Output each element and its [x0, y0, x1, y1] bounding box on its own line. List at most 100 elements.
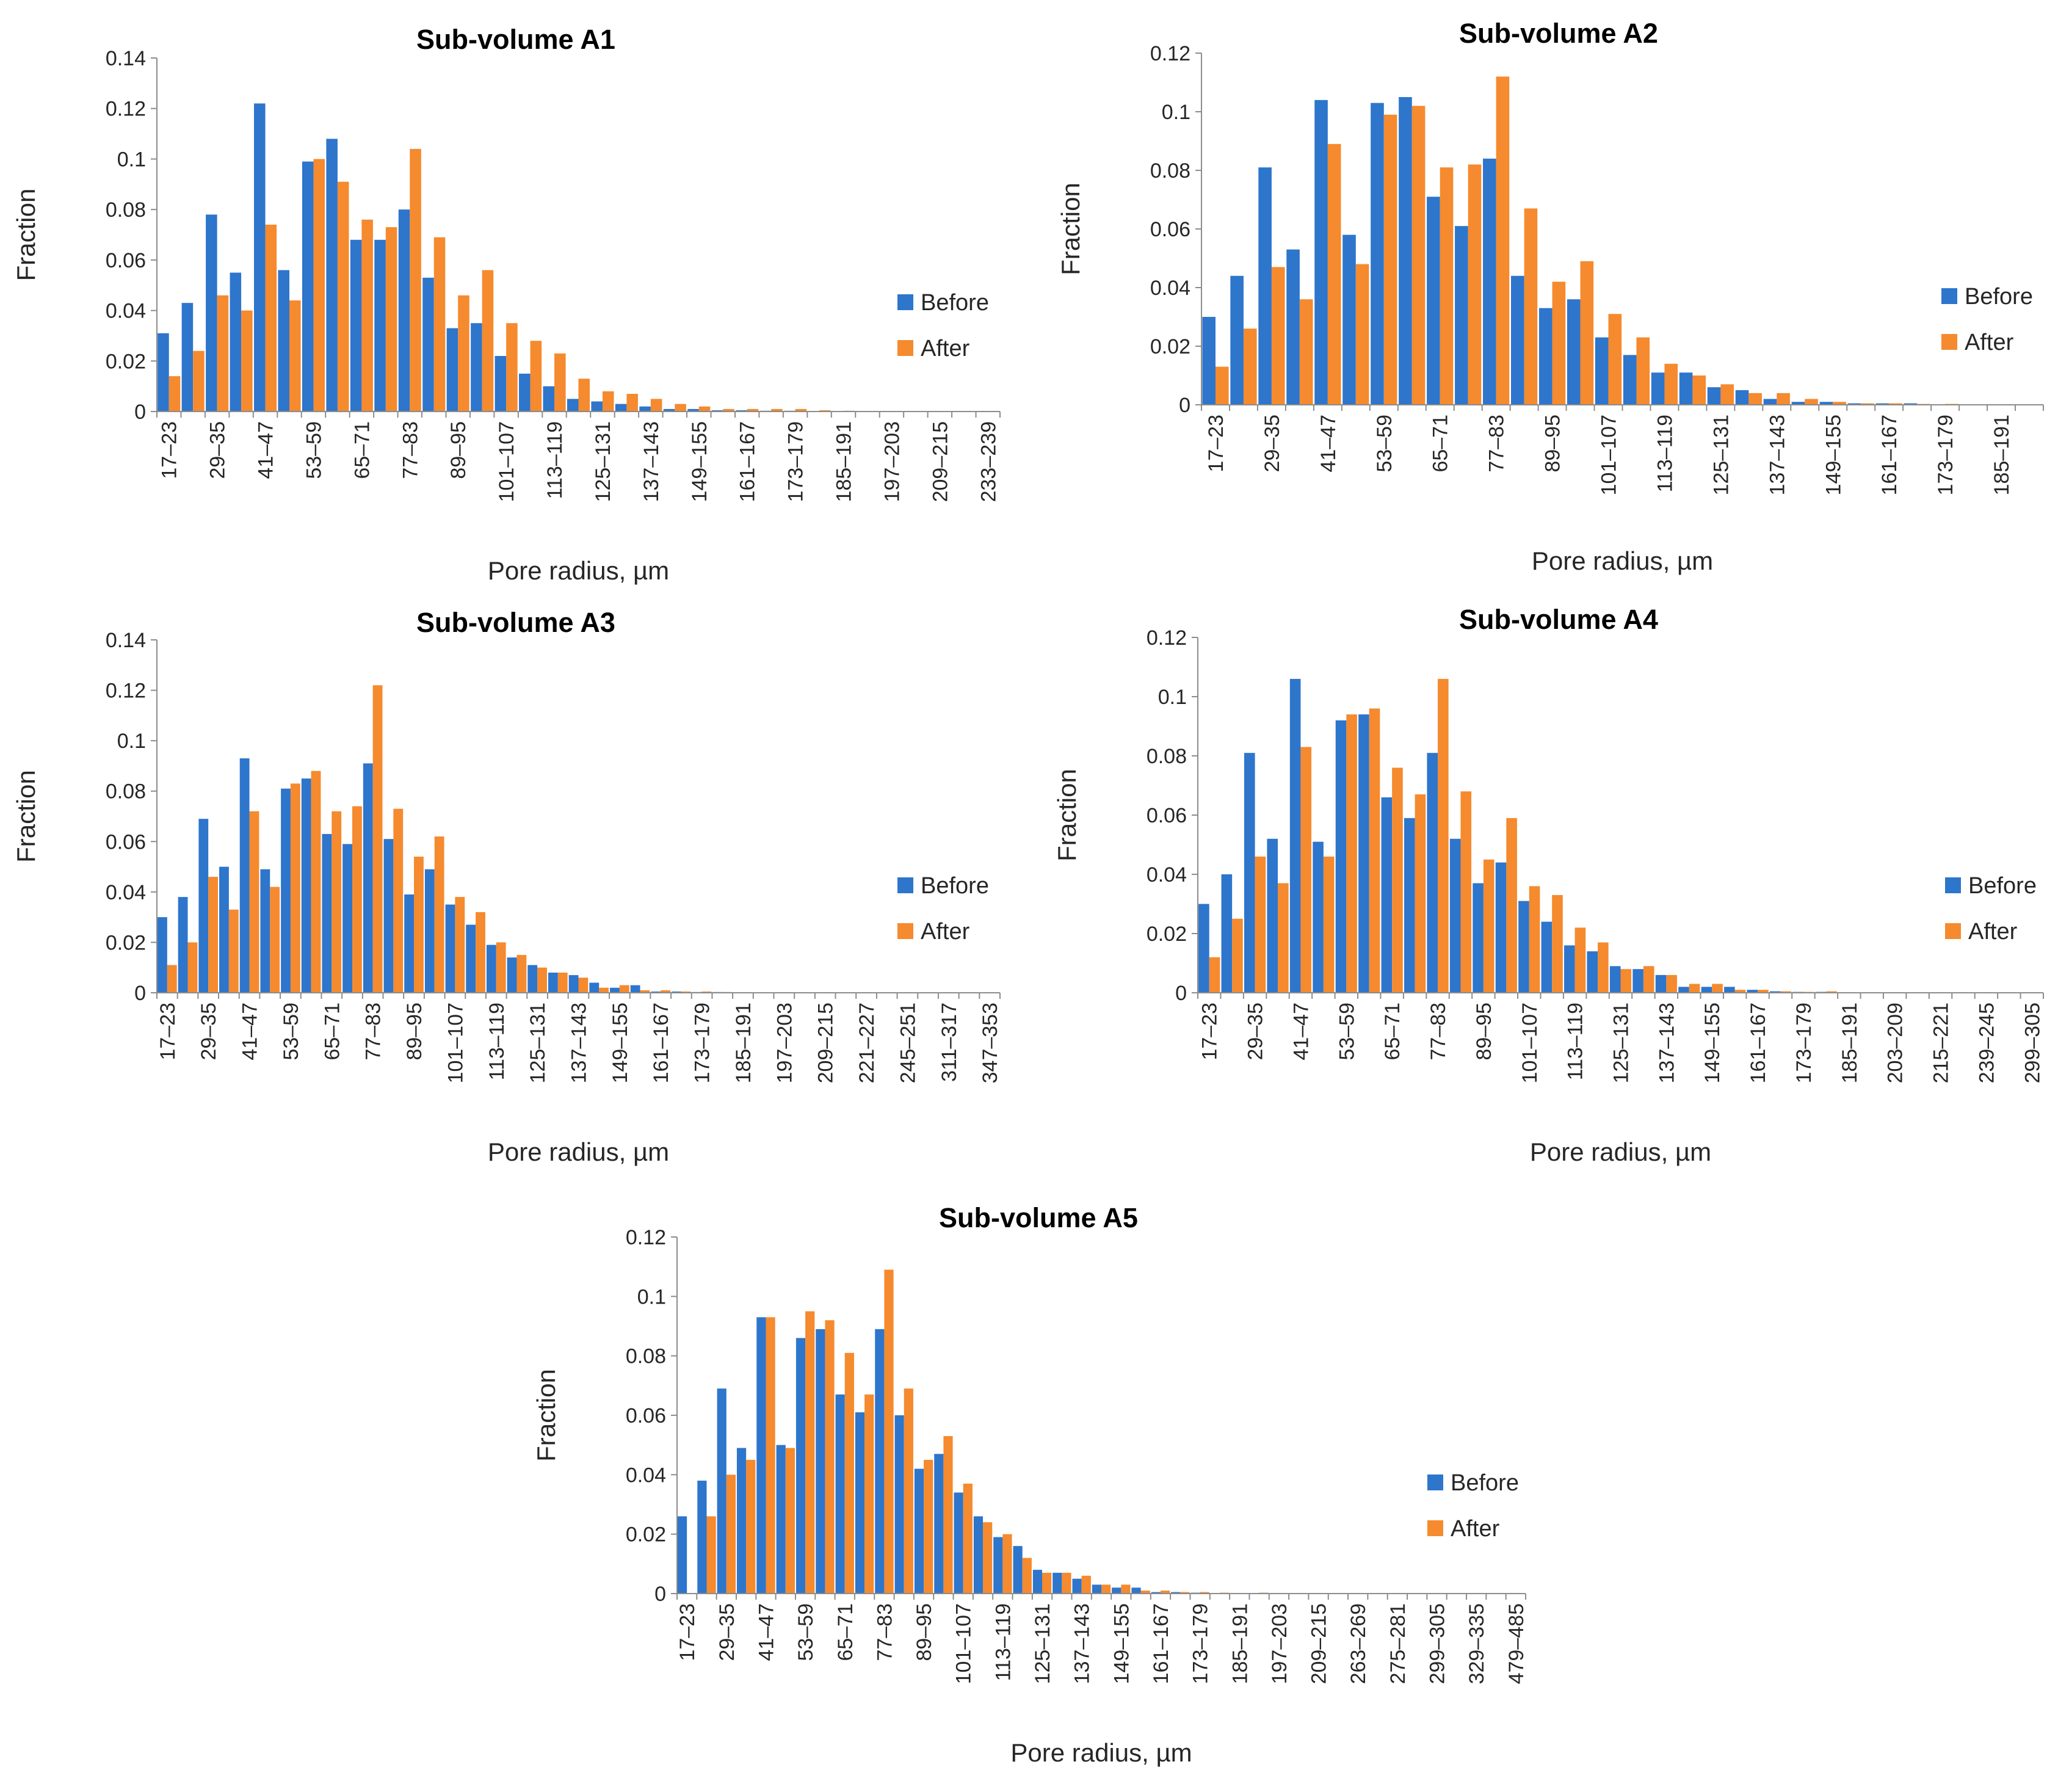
bar-before: [567, 399, 579, 412]
y-tick-label: 0.08: [106, 780, 146, 803]
bar-before: [1678, 987, 1689, 993]
x-tick-label: 77–83: [1427, 1003, 1450, 1061]
x-axis-title: Pore radius, µm: [1530, 1137, 1711, 1166]
bar-after: [249, 811, 259, 993]
bar-before: [1701, 987, 1712, 993]
x-tick-label: 125–131: [592, 421, 615, 502]
bar-before: [639, 406, 651, 412]
bar-before: [736, 1448, 747, 1594]
legend-swatch-after: [897, 340, 913, 356]
x-tick-label: 17–23: [156, 1003, 179, 1061]
bar-after: [1720, 384, 1734, 405]
x-axis-title: Pore radius, µm: [1532, 546, 1713, 575]
x-tick-label: 41–47: [755, 1603, 778, 1661]
x-tick-label: 185–191: [833, 421, 856, 502]
bar-before: [1473, 883, 1484, 993]
bar-after: [701, 991, 712, 993]
x-tick-label: 101–107: [1598, 415, 1621, 495]
bar-before: [1847, 403, 1861, 405]
x-tick-label: 275–281: [1386, 1603, 1410, 1684]
bar-before: [1314, 100, 1328, 405]
legend-label-after: After: [1968, 919, 2018, 945]
bar-before: [615, 404, 627, 412]
x-tick-label: 41–47: [1317, 415, 1340, 473]
legend-swatch-after: [1945, 923, 1961, 939]
bar-before: [677, 1516, 687, 1594]
bar-before: [1609, 966, 1621, 993]
bar-before: [934, 1454, 944, 1594]
bar-before: [630, 985, 640, 993]
y-tick-label: 0: [134, 401, 146, 424]
bar-after: [1468, 164, 1482, 405]
bar-after: [1327, 143, 1341, 405]
y-tick-label: 0.08: [1150, 159, 1190, 183]
bar-after: [1506, 818, 1517, 993]
bar-after: [193, 350, 205, 412]
bar-after: [746, 1460, 756, 1594]
bar-after: [265, 224, 277, 412]
bar-before: [736, 410, 747, 412]
bar-before: [383, 839, 394, 993]
bar-after: [681, 991, 691, 993]
bar-after: [726, 1475, 736, 1594]
bar-after: [626, 394, 638, 412]
x-tick-label: 197–203: [1268, 1603, 1291, 1684]
bar-after: [414, 857, 424, 993]
x-tick-label: 29–35: [206, 421, 230, 479]
x-axis-title: Pore radius, µm: [488, 556, 669, 585]
x-tick-label: 77–83: [399, 421, 422, 479]
bar-before: [1221, 874, 1233, 993]
bar-after: [168, 376, 181, 412]
bar-before: [591, 401, 603, 412]
bar-after: [1598, 942, 1609, 993]
y-tick-label: 0.14: [106, 629, 146, 652]
bar-after: [1889, 403, 1902, 405]
bar-after: [578, 379, 590, 412]
bar-after: [1438, 678, 1449, 993]
bar-before: [1427, 753, 1438, 993]
bar-before: [1449, 838, 1461, 993]
bar-before: [398, 209, 410, 412]
x-tick-label: 17–23: [676, 1603, 699, 1661]
bar-before: [1679, 372, 1693, 405]
y-axis-title: Fraction: [1056, 183, 1085, 275]
bar-after: [187, 942, 198, 993]
y-tick-label: 0.02: [106, 931, 146, 954]
x-tick-label: 137–143: [1071, 1603, 1094, 1684]
bar-after: [640, 990, 650, 993]
bar-before: [717, 1388, 726, 1594]
bar-before: [973, 1516, 984, 1594]
legend-swatch-before: [1427, 1475, 1443, 1490]
bar-after: [1805, 399, 1818, 405]
x-tick-label: 173–179: [691, 1003, 714, 1083]
bar-after: [1460, 791, 1472, 993]
x-tick-label: 173–179: [1189, 1603, 1212, 1684]
x-tick-label: 161–167: [736, 421, 759, 502]
bar-before: [507, 957, 517, 993]
bar-before: [1483, 158, 1496, 405]
bar-before: [663, 408, 675, 412]
x-tick-label: 233–239: [977, 421, 1000, 502]
y-axis-title: Fraction: [532, 1369, 560, 1462]
x-tick-label: 89–95: [1473, 1003, 1496, 1061]
bar-after: [771, 408, 783, 412]
bar-after: [825, 1320, 835, 1594]
x-tick-label: 299–305: [1426, 1603, 1449, 1684]
x-tick-label: 29–35: [1261, 415, 1284, 473]
bar-after: [1664, 363, 1678, 405]
y-tick-label: 0.08: [626, 1345, 666, 1368]
bar-after: [805, 1311, 815, 1594]
bar-before: [239, 758, 250, 993]
bar-after: [1215, 366, 1229, 405]
bar-after: [537, 967, 547, 993]
bar-after: [1299, 299, 1313, 405]
bar-before: [1735, 390, 1749, 405]
bar-after: [1062, 1572, 1071, 1594]
x-tick-label: 53–59: [302, 421, 325, 479]
bar-after: [458, 295, 469, 412]
legend-swatch-before: [897, 877, 913, 893]
y-tick-label: 0.02: [626, 1523, 666, 1547]
bar-before: [875, 1329, 885, 1594]
y-tick-label: 0.02: [1150, 335, 1190, 358]
x-tick-label: 53–59: [1335, 1003, 1358, 1061]
